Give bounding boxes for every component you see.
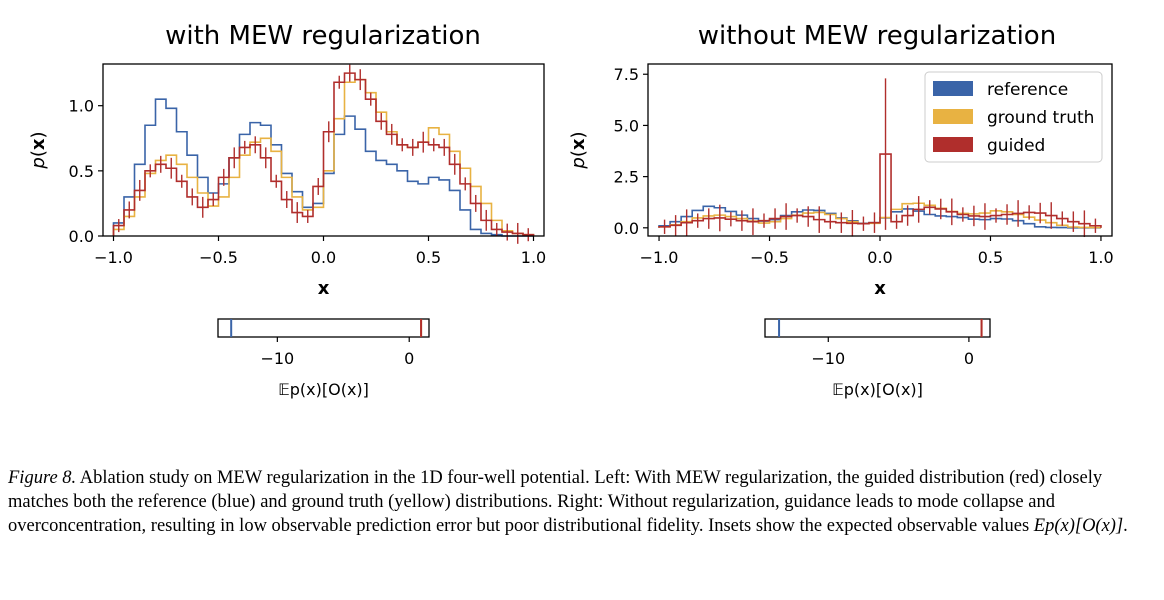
y-tick-label: 0.0 [69,227,94,246]
inset-tick-label: 0 [404,349,414,368]
chart-title: without MEW regularization [698,21,1056,51]
caption-text: Ablation study on MEW regularization in … [8,468,1103,536]
legend-swatch [933,81,973,96]
chart-panel-2: without MEW regularization −1.0 −0.5 0.0 0.5… [568,21,1114,399]
x-tick-label: 1.0 [521,248,546,267]
legend-swatch [933,109,973,124]
y-tick-label: 2.5 [614,168,639,187]
inset-tick-label: −10 [260,349,294,368]
x-tick-label: −0.5 [750,248,789,267]
x-tick-label: 0.5 [978,248,1003,267]
inset-tick-label: 0 [964,349,974,368]
y-tick-label: 7.5 [614,65,639,84]
inset-panel: −10 0 𝔼p(x)[O(x)] [217,318,430,399]
x-tick-label: −1.0 [94,248,133,267]
inset-axis-label: 𝔼p(x)[O(x)] [278,380,369,399]
x-axis-label: x [874,278,886,299]
x-tick-label: −1.0 [640,248,679,267]
legend-swatch [933,137,973,152]
figure: with MEW regularization −1.0 −0.5 0.0 0.5 1.0… [28,21,1114,399]
inset-frame [764,318,991,338]
x-tick-label: 0.0 [311,248,336,267]
y-axis-label: p(x) [568,131,589,169]
legend-label: ground truth [987,108,1094,128]
caption-math: Ep(x)[O(x)] [1033,516,1124,536]
figure-caption: Figure 8. Ablation study on MEW regulari… [8,466,1156,538]
legend-label: reference [987,80,1068,100]
x-axis-label: x [318,278,330,299]
y-tick-label: 1.0 [69,97,94,116]
y-tick-label: 5.0 [614,116,639,135]
legend-label: guided [987,136,1045,156]
inset-panel: −10 0 𝔼p(x)[O(x)] [764,318,991,399]
inset-tick-label: −10 [811,349,845,368]
y-axis-label: p(x) [28,131,49,169]
chart-panel-1: with MEW regularization −1.0 −0.5 0.0 0.5 1.0… [28,21,546,399]
inset-axis-label: 𝔼p(x)[O(x)] [832,380,923,399]
x-tick-label: −0.5 [199,248,238,267]
y-tick-label: 0.5 [69,162,94,181]
series-ground-truth [112,78,535,236]
caption-label: Figure 8. [8,468,77,488]
caption-end: . [1123,516,1128,536]
y-tick-label: 0.0 [614,219,639,238]
x-tick-label: 0.5 [416,248,441,267]
chart-title: with MEW regularization [165,21,481,51]
inset-frame [217,318,430,338]
x-tick-label: 1.0 [1088,248,1113,267]
x-tick-label: 0.0 [867,248,892,267]
